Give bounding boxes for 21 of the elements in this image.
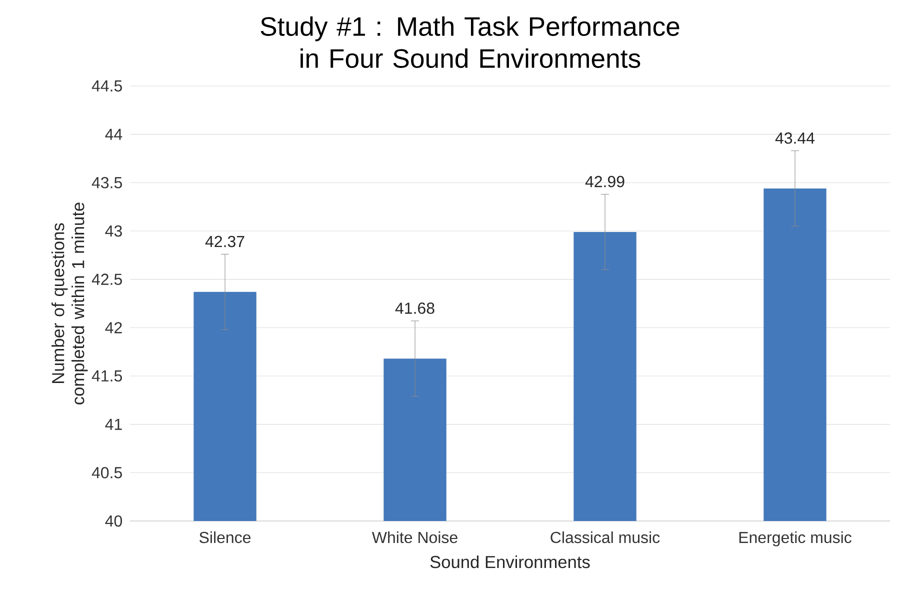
x-tick-label: Classical music bbox=[550, 531, 660, 544]
y-axis-title: Number of questions completed within 1 minute bbox=[52, 202, 88, 404]
y-tick-label: 41.5 bbox=[92, 370, 122, 382]
y-tick-label: 42 bbox=[105, 322, 122, 334]
y-tick-label: 40 bbox=[105, 515, 122, 527]
data-label: 42.37 bbox=[205, 236, 244, 248]
y-tick-label: 44 bbox=[105, 128, 122, 140]
x-tick-label: White Noise bbox=[372, 531, 458, 544]
y-tick-label: 40.5 bbox=[92, 466, 122, 478]
y-tick-label: 42.5 bbox=[92, 274, 122, 285]
y-tick-label: 43.5 bbox=[92, 177, 122, 188]
data-label: 41.68 bbox=[395, 302, 434, 314]
x-tick-label: Silence bbox=[200, 531, 251, 544]
x-axis-title: Sound Environments bbox=[430, 555, 590, 568]
y-tick-label: 44.5 bbox=[92, 80, 122, 92]
x-tick-label: Energetic music bbox=[739, 531, 852, 546]
y-tick-label: 43 bbox=[105, 225, 122, 237]
y-tick-label: 41 bbox=[105, 418, 122, 430]
data-label: 42.99 bbox=[585, 176, 624, 188]
data-label: 43.44 bbox=[775, 132, 815, 144]
chart-title: Study #1 : Math Task Performance in Four Sound Environments bbox=[260, 16, 680, 68]
